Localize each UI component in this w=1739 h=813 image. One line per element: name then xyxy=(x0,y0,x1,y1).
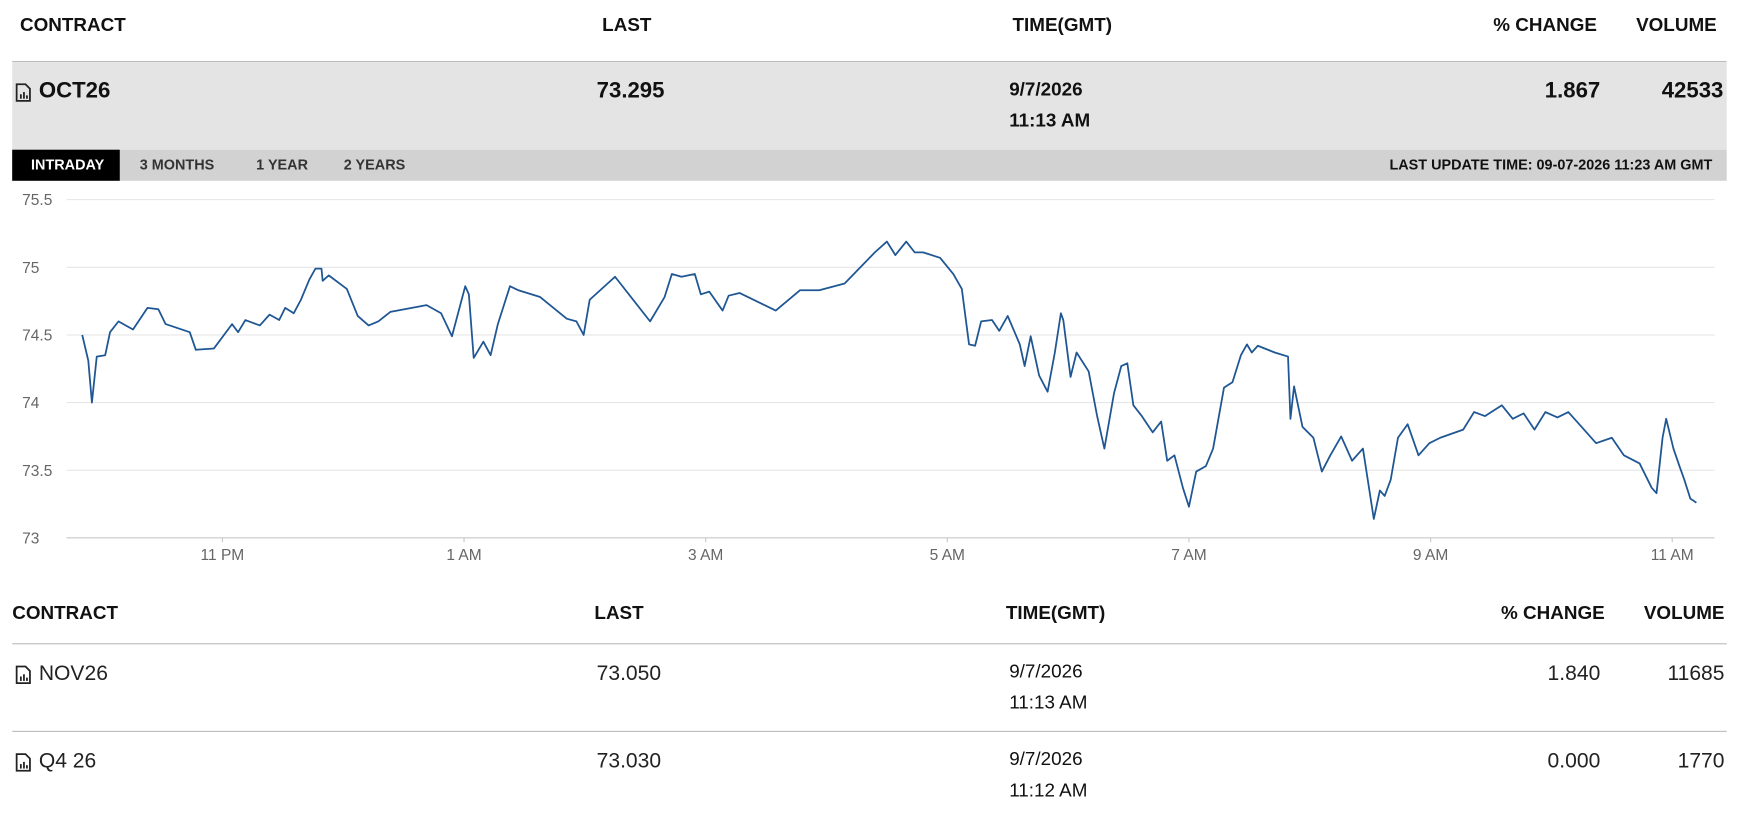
last-update: LAST UPDATE TIME: 09-07-2026 11:23 AM GM… xyxy=(1389,156,1713,174)
price-line xyxy=(81,240,1697,520)
contract[interactable]: NOV26 xyxy=(38,662,108,686)
contract[interactable]: Q4 26 xyxy=(38,749,97,773)
header-volume: VOLUME xyxy=(1643,602,1725,624)
volume: 11685 xyxy=(1667,662,1725,686)
change: 1.840 xyxy=(1547,662,1601,686)
y-tick-label: 73 xyxy=(22,530,39,547)
last-price: 73.050 xyxy=(596,662,662,686)
header-volume: VOLUME xyxy=(1636,14,1717,36)
x-tick-label: 9 AM xyxy=(1413,547,1448,564)
header-contract: CONTRACT xyxy=(19,14,126,36)
y-tick-label: 74.5 xyxy=(22,327,52,344)
x-tick-label: 5 AM xyxy=(930,547,965,564)
change: 0.000 xyxy=(1547,749,1601,773)
divider xyxy=(12,643,1727,645)
x-tick-label: 1 AM xyxy=(446,547,481,564)
chart-icon xyxy=(15,83,31,102)
x-tick-label: 11 PM xyxy=(201,547,245,564)
tab[interactable]: INTRADAY xyxy=(12,149,120,181)
y-tick-label: 75.5 xyxy=(22,192,52,209)
chart-icon xyxy=(15,665,31,685)
header-change: % CHANGE xyxy=(1493,14,1597,36)
date: 9/7/2026 xyxy=(1009,748,1083,770)
divider xyxy=(12,60,1727,63)
time: 11:13 AM xyxy=(1009,692,1088,714)
divider xyxy=(12,730,1727,732)
change: 1.867 xyxy=(1544,78,1601,104)
header-last: LAST xyxy=(594,602,644,624)
header-time: TIME(GMT) xyxy=(1012,14,1112,36)
chart-icon xyxy=(15,753,31,772)
contract[interactable]: OCT26 xyxy=(38,78,111,104)
x-tick-label: 7 AM xyxy=(1171,547,1206,564)
x-tick-label: 3 AM xyxy=(688,547,723,564)
x-tick-label: 11 AM xyxy=(1651,547,1694,564)
header-last: LAST xyxy=(602,14,652,36)
date: 9/7/2026 xyxy=(1009,660,1083,683)
last-price: 73.030 xyxy=(596,749,662,773)
volume: 1770 xyxy=(1677,749,1725,773)
last-price: 73.295 xyxy=(596,78,665,104)
y-tick-label: 75 xyxy=(22,260,39,277)
chart: 73 73.5 74 74.5 75 75.5 11 PM 1 AM 3 AM 5 AM 7 AM 9… xyxy=(22,192,1715,564)
header-contract: CONTRACT xyxy=(12,602,118,624)
header-time: TIME(GMT) xyxy=(1005,602,1106,624)
selected-row[interactable] xyxy=(12,62,1727,150)
header-change: % CHANGE xyxy=(1501,602,1605,624)
tab[interactable]: 3 MONTHS xyxy=(139,156,215,174)
tab[interactable]: 2 YEARS xyxy=(343,156,406,174)
tab[interactable]: 1 YEAR xyxy=(256,156,309,174)
y-tick-label: 74 xyxy=(22,395,40,412)
tab-bar xyxy=(12,149,1727,181)
y-tick-label: 73.5 xyxy=(22,463,52,480)
date: 9/7/2026 xyxy=(1009,78,1083,100)
volume: 42533 xyxy=(1661,78,1724,104)
time: 11:12 AM xyxy=(1009,779,1088,801)
time: 11:13 AM xyxy=(1009,109,1091,131)
